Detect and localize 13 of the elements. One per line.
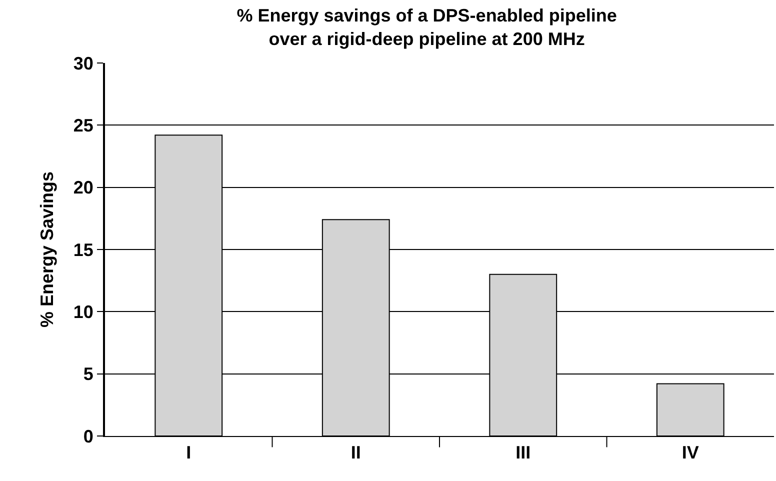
y-tick-label: 30 xyxy=(73,53,94,74)
x-tick-label: IV xyxy=(682,442,699,463)
x-tick-label: I xyxy=(186,442,192,463)
x-tick-label: III xyxy=(516,442,531,463)
y-tick-label: 20 xyxy=(73,178,94,198)
y-axis-title: % Energy Savings xyxy=(37,171,58,328)
x-tick-label: II xyxy=(350,442,361,463)
y-tick-label: 10 xyxy=(73,302,94,322)
chart-title: % Energy savings of a DPS-enabled pipeline over a rigid-deep pipeline at 200 MHz xyxy=(236,6,617,49)
y-tick-label: 15 xyxy=(73,240,94,260)
y-tick-label: 5 xyxy=(83,364,94,384)
y-tick-label: 0 xyxy=(83,426,94,446)
y-tick-label: 25 xyxy=(73,115,94,136)
